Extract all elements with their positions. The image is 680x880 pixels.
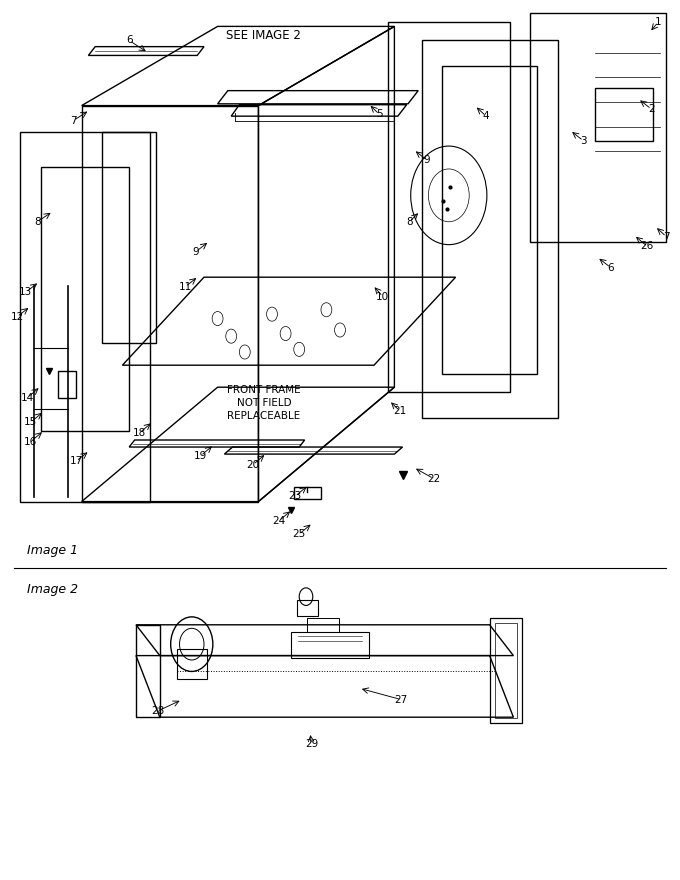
Text: 28: 28 (151, 706, 165, 716)
Text: 1: 1 (655, 17, 662, 27)
Text: 25: 25 (292, 529, 306, 539)
Text: 26: 26 (641, 241, 654, 252)
Text: 5: 5 (376, 109, 383, 120)
Text: 8: 8 (406, 216, 413, 227)
Text: 4: 4 (483, 111, 490, 121)
Text: 18: 18 (133, 428, 146, 438)
Text: 27: 27 (394, 694, 408, 705)
Text: 14: 14 (20, 392, 34, 403)
Text: Image 2: Image 2 (27, 583, 78, 597)
Text: SEE IMAGE 2: SEE IMAGE 2 (226, 29, 301, 41)
Text: Image 1: Image 1 (27, 544, 78, 557)
Text: 9: 9 (192, 246, 199, 257)
Text: 3: 3 (580, 136, 587, 146)
Text: 11: 11 (178, 282, 192, 292)
Text: 2: 2 (648, 104, 655, 114)
Text: 20: 20 (246, 459, 260, 470)
Text: 9: 9 (424, 155, 430, 165)
Text: 12: 12 (10, 312, 24, 322)
Text: 23: 23 (288, 491, 302, 502)
Text: 6: 6 (607, 262, 614, 273)
Text: 29: 29 (305, 739, 318, 750)
Text: 22: 22 (427, 473, 441, 484)
Text: 7: 7 (70, 115, 77, 126)
Text: 21: 21 (393, 406, 407, 416)
Text: 15: 15 (24, 417, 37, 428)
Polygon shape (258, 26, 394, 106)
Text: FRONT FRAME
NOT FIELD
REPLACEABLE: FRONT FRAME NOT FIELD REPLACEABLE (227, 385, 301, 422)
Text: 7: 7 (663, 231, 670, 242)
Text: 8: 8 (34, 216, 41, 227)
Text: 19: 19 (194, 451, 207, 461)
Text: 13: 13 (19, 287, 33, 297)
Text: 24: 24 (272, 516, 286, 526)
Text: 10: 10 (376, 291, 390, 302)
Text: 16: 16 (24, 436, 37, 447)
Text: 17: 17 (69, 456, 83, 466)
Text: 6: 6 (126, 35, 133, 46)
